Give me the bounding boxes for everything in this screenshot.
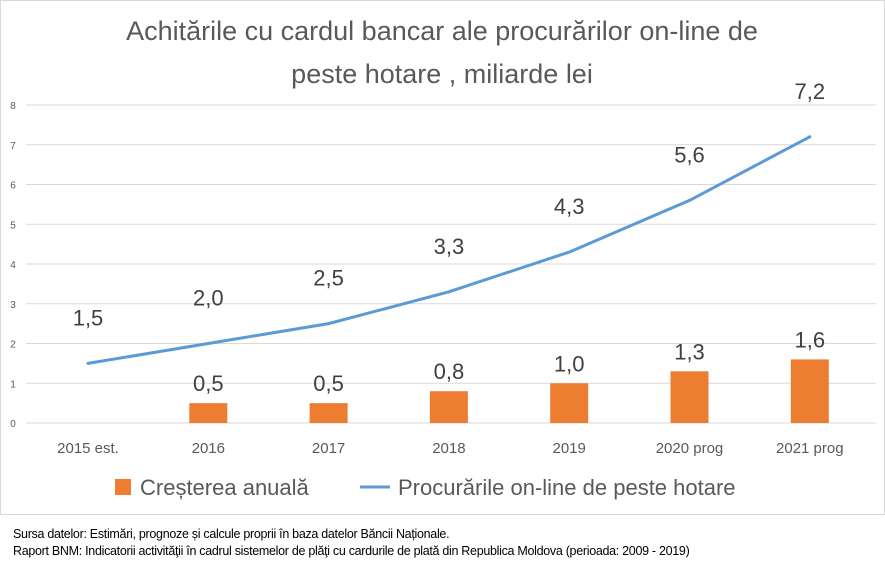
bar xyxy=(189,403,228,423)
bar xyxy=(550,383,589,423)
bar xyxy=(790,359,829,423)
bar-data-label: 0,8 xyxy=(434,359,465,384)
bar-data-label: 0,5 xyxy=(193,371,224,396)
y-tick-label: 6 xyxy=(10,181,16,192)
source-line-1: Sursa datelor: Estimări, prognoze și cal… xyxy=(13,527,450,541)
x-tick-label: 2018 xyxy=(432,440,465,457)
legend-line-label: Procurările on-line de peste hotare xyxy=(398,475,736,500)
line-data-label: 2,0 xyxy=(193,286,224,311)
source-line-2: Raport BNM: Indicatorii activităţii în c… xyxy=(13,544,690,558)
bar-data-label: 1,6 xyxy=(795,327,826,352)
line-point xyxy=(567,250,571,254)
x-tick-label: 2019 xyxy=(553,440,586,457)
y-tick-label: 3 xyxy=(10,300,16,311)
bar-data-label: 0,5 xyxy=(313,371,344,396)
line-data-label: 3,3 xyxy=(434,234,465,259)
line-point xyxy=(688,198,691,202)
legend-bar-label: Creșterea anuală xyxy=(140,475,310,500)
line-data-label: 4,3 xyxy=(554,194,585,219)
bar-data-label: 1,3 xyxy=(674,339,705,364)
line-point xyxy=(327,322,331,326)
x-tick-label: 2015 est. xyxy=(57,440,119,457)
line-point xyxy=(447,290,451,294)
x-tick-label: 2017 xyxy=(312,440,345,457)
chart-area xyxy=(0,0,885,515)
y-tick-label: 4 xyxy=(10,260,16,271)
line-point xyxy=(86,361,90,365)
chart: Achitările cu cardul bancar ale procurăr… xyxy=(10,16,876,500)
chart-title-line-2: peste hotare , miliarde lei xyxy=(291,59,593,89)
line-data-label: 5,6 xyxy=(674,142,705,167)
bar xyxy=(309,403,348,423)
bar-data-label: 1,0 xyxy=(554,351,585,376)
y-tick-label: 2 xyxy=(10,340,16,351)
y-tick-label: 8 xyxy=(10,101,16,112)
y-tick-label: 1 xyxy=(10,379,16,390)
bar xyxy=(670,371,709,423)
legend: Creșterea anuală Procurările on-line de … xyxy=(115,475,736,500)
bar xyxy=(429,391,468,423)
y-tick-label: 0 xyxy=(10,419,16,430)
line-data-label: 7,2 xyxy=(795,79,826,104)
x-tick-label: 2021 prog xyxy=(776,440,844,457)
line-data-label: 1,5 xyxy=(73,305,104,330)
chart-title-line-1: Achitările cu cardul bancar ale procurăr… xyxy=(126,16,758,46)
line-point xyxy=(206,342,210,345)
x-tick-label: 2016 xyxy=(192,440,225,457)
x-tick-label: 2020 prog xyxy=(656,440,724,457)
y-tick-label: 7 xyxy=(10,141,16,152)
line-point xyxy=(808,135,812,139)
y-tick-label: 5 xyxy=(10,220,16,231)
line-data-label: 2,5 xyxy=(313,266,344,291)
legend-bar-swatch xyxy=(115,479,131,495)
